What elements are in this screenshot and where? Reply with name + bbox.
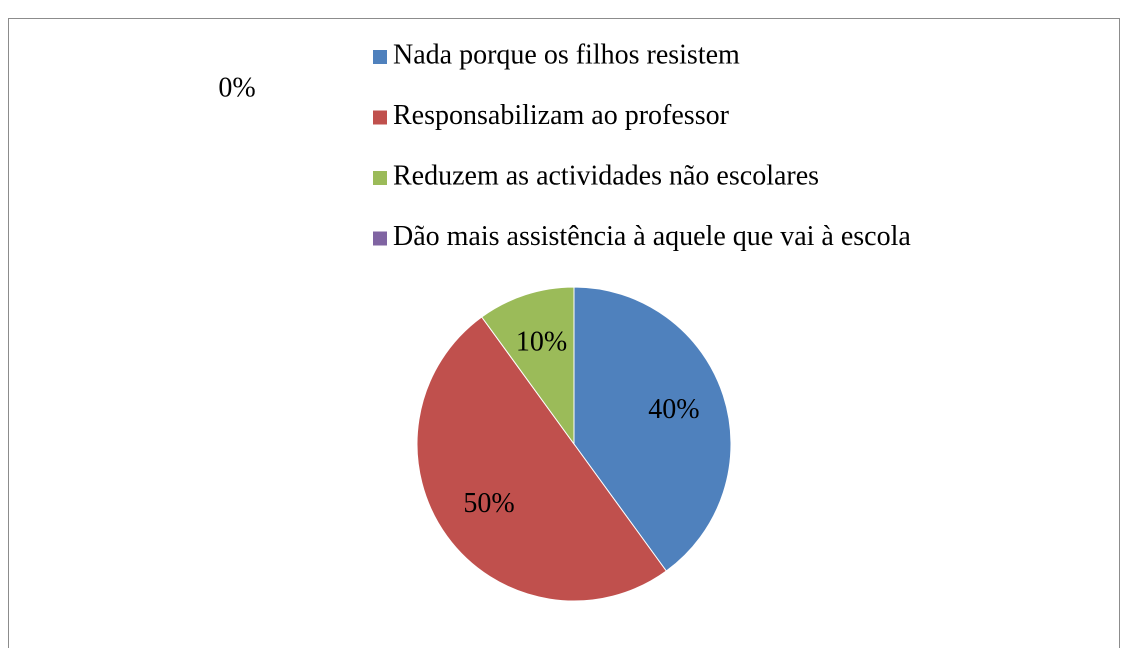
legend-label: Responsabilizam ao professor — [393, 100, 730, 131]
data-label: 40% — [648, 394, 699, 425]
pie-slice — [481, 286, 575, 446]
legend-label: Reduzem as actividades não escolares — [393, 160, 819, 191]
legend-label: Dão mais assistência à aquele que vai à … — [393, 221, 911, 252]
data-label: 10% — [516, 327, 567, 358]
legend-swatch — [373, 171, 387, 185]
data-label: 0% — [218, 72, 255, 103]
legend-swatch — [373, 50, 387, 64]
data-label: 50% — [463, 488, 514, 519]
pie-slice — [416, 316, 667, 602]
pie-slice — [573, 286, 732, 572]
legend-swatch — [373, 110, 387, 125]
legend-swatch — [373, 231, 387, 246]
legend-label: Nada porque os filhos resistem — [393, 39, 740, 70]
